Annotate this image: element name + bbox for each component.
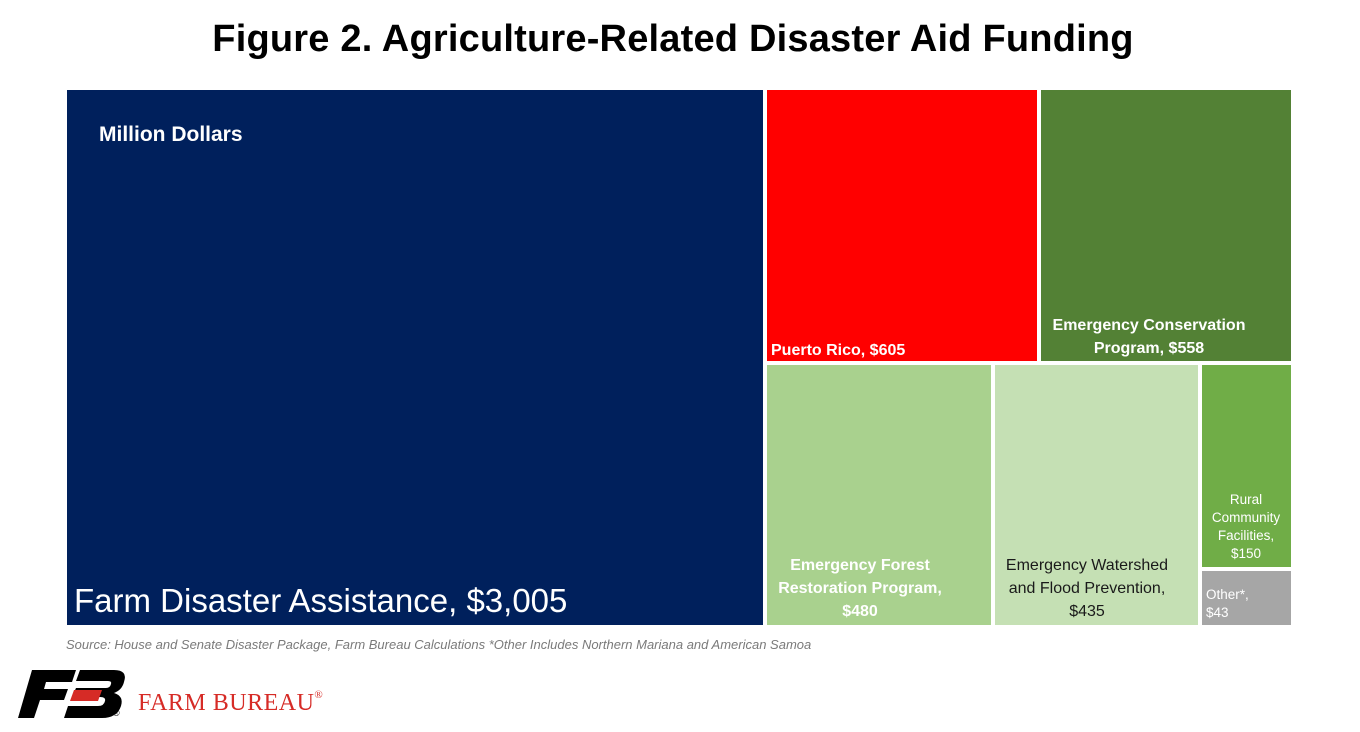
- tile-label-line: Emergency Forest: [790, 557, 930, 574]
- tile-label-line: and Flood Prevention,: [1009, 580, 1166, 597]
- tile-label-line: $150: [1231, 546, 1261, 561]
- tile-label-other: Other*, $43: [1206, 587, 1249, 620]
- tile-other: [1200, 569, 1293, 627]
- registered-mark: ®: [113, 708, 120, 718]
- tile-label-line: Restoration Program,: [778, 580, 942, 597]
- tile-rural-community-facilities: [1200, 363, 1293, 569]
- tile-label-line: Program, $558: [1094, 340, 1204, 357]
- tile-label-line: Community: [1212, 510, 1281, 525]
- tile-label-line: Facilities,: [1218, 528, 1274, 543]
- brand-name-text: FARM BUREAU: [138, 690, 315, 716]
- tile-emergency-watershed-and-flood-prevention: [993, 363, 1200, 627]
- tile-label-line: Farm Disaster Assistance, $3,005: [74, 582, 567, 619]
- tile-label-line: Other*,: [1206, 587, 1249, 602]
- tile-label-rural-community-facilities: Rural Community Facilities, $150: [1212, 492, 1281, 561]
- tile-label-emergency-watershed-and-flood-prevention: Emergency Watershed and Flood Prevention,…: [1006, 557, 1168, 620]
- tile-label-line: Puerto Rico, $605: [771, 342, 905, 359]
- tile-label-farm-disaster-assistance: Farm Disaster Assistance, $3,005: [74, 582, 567, 619]
- tile-puerto-rico: [765, 88, 1039, 363]
- tile-label-line: Rural: [1230, 492, 1262, 507]
- tile-label-puerto-rico: Puerto Rico, $605: [771, 342, 905, 359]
- tile-label-line: Emergency Watershed: [1006, 557, 1168, 574]
- tile-emergency-conservation-program: [1039, 88, 1293, 363]
- brand-registered: ®: [314, 689, 324, 701]
- tile-farm-disaster-assistance: [65, 88, 765, 627]
- tile-label-line: $43: [1206, 605, 1229, 620]
- tile-emergency-forest-restoration-program: [765, 363, 993, 627]
- source-note: Source: House and Senate Disaster Packag…: [66, 637, 812, 652]
- tile-label-emergency-conservation-program: Emergency Conservation Program, $558: [1053, 317, 1246, 357]
- tile-label-line: $480: [842, 603, 878, 620]
- tile-label-emergency-forest-restoration-program: Emergency Forest Restoration Program, $480: [778, 557, 942, 620]
- tile-label-line: $435: [1069, 603, 1105, 620]
- chart-title: Figure 2. Agriculture-Related Disaster A…: [212, 18, 1134, 60]
- brand-name: FARM BUREAU®: [138, 689, 323, 717]
- unit-label: Million Dollars: [99, 123, 243, 146]
- farm-bureau-logo-icon: [18, 670, 125, 718]
- tile-label-line: Emergency Conservation: [1053, 317, 1246, 334]
